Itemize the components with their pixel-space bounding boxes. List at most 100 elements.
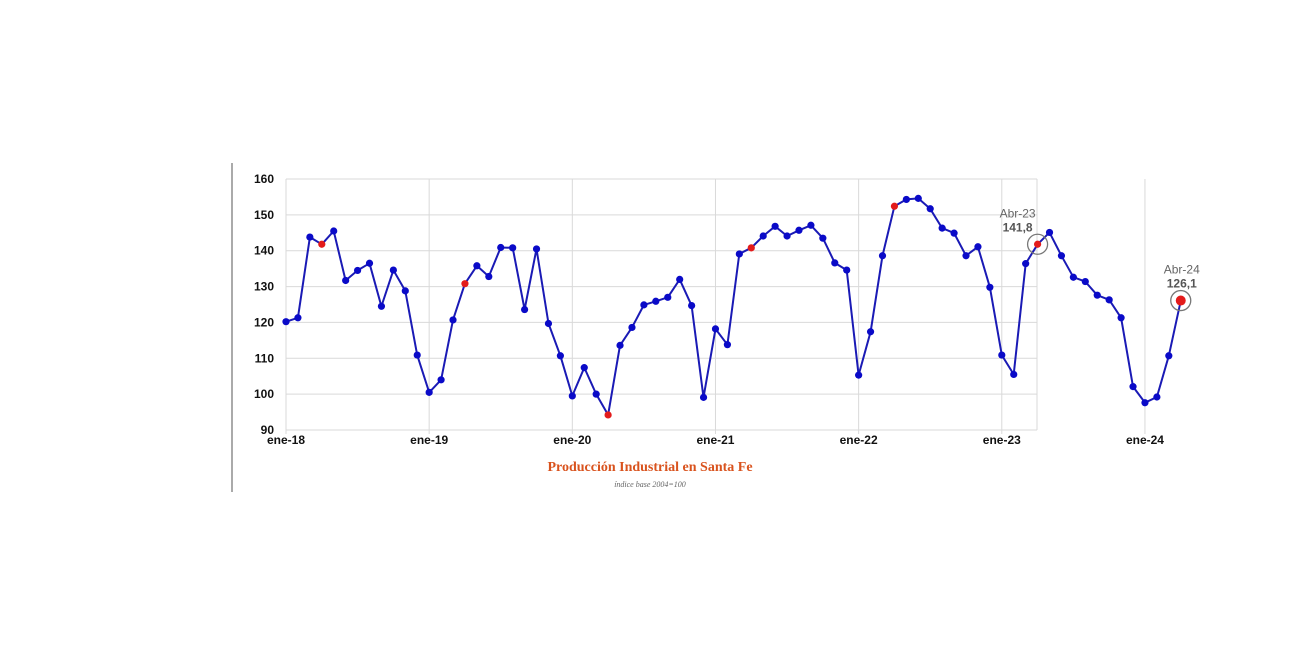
highlight-point [604,411,612,419]
data-point [365,259,374,267]
data-point [1105,296,1113,304]
data-point [938,224,946,232]
y-tick-label: 130 [254,280,274,294]
data-point [1081,277,1089,286]
data-point [592,390,600,398]
x-tick-label: ene-21 [696,433,734,447]
data-point [425,388,433,396]
y-tick-label: 160 [254,172,274,186]
data-point [544,319,553,328]
highlight-point [318,240,326,248]
data-point [532,245,541,253]
highlight-point [890,202,899,210]
data-point [831,259,839,267]
highlight-point [1175,295,1186,306]
data-point [485,272,493,281]
data-point [580,364,588,372]
data-point [974,243,982,251]
data-point [616,341,624,349]
annotation-ring [1170,289,1192,312]
x-tick-label: ene-24 [1126,433,1164,447]
data-point [330,227,338,235]
highlight-point [747,244,755,252]
x-tick-label: ene-22 [840,433,878,447]
data-point [723,341,732,349]
data-points [282,194,1186,419]
y-tick-label: 120 [254,315,274,329]
annotation-label: Abr-23 [1000,206,1036,220]
data-point [509,244,517,252]
data-point [521,305,529,314]
data-point [556,352,564,360]
chart-subtitle: índice base 2004=100 [614,480,686,489]
data-point [807,221,815,229]
y-tick-label: 90 [261,423,275,437]
grid [285,178,1146,434]
data-point [389,266,397,274]
data-point [962,252,970,260]
data-point [676,275,684,283]
data-point [735,250,743,258]
annotation-label: Abr-24 [1164,263,1200,277]
series-line-layer [285,197,1182,416]
data-point [926,205,934,213]
data-point [866,328,875,336]
data-point [986,283,994,291]
highlight-point [1033,240,1042,248]
data-point [1141,399,1149,407]
data-point [819,234,827,242]
y-tick-label: 110 [255,351,275,365]
data-point [843,266,851,274]
data-point [1093,291,1101,299]
data-point [568,392,576,400]
data-point [855,371,863,379]
data-point [353,266,362,275]
annotation-value: 126,1 [1167,277,1197,291]
data-point [1045,228,1054,237]
annotation-ring [1026,233,1049,255]
data-point [497,243,505,252]
chart-title: Producción Industrial en Santa Fe [547,460,753,475]
data-point [652,297,660,305]
x-tick-label: ene-18 [267,433,305,447]
data-point [413,351,421,359]
highlight-point [461,280,469,288]
data-point [306,233,314,241]
series-line [285,197,1182,416]
data-point [1069,273,1077,281]
data-point [1022,260,1030,268]
data-point [902,195,910,204]
data-point [699,393,708,401]
data-point [1165,352,1173,360]
data-point [401,287,409,295]
data-point [711,325,720,333]
x-tick-label: ene-19 [410,433,448,447]
data-point [771,222,779,230]
x-tick-label: ene-23 [983,433,1021,447]
annotation-value: 141,8 [1003,220,1033,234]
data-point [998,351,1006,359]
data-point [628,323,636,332]
data-point [688,301,696,310]
data-point [1010,370,1018,379]
data-point [878,252,887,260]
data-point [759,232,767,240]
y-tick-label: 140 [254,244,274,258]
data-point [914,194,922,202]
data-point [640,301,648,309]
data-point [294,314,302,322]
x-tick-label: ene-20 [553,433,591,447]
data-point [437,376,445,384]
data-point [1153,393,1161,401]
y-tick-label: 150 [254,208,274,222]
data-point [783,232,791,240]
data-point [1117,314,1125,322]
data-point [1057,252,1066,260]
data-point [473,262,481,270]
y-tick-label: 100 [254,387,274,401]
axes: 90 100 110 120 130 140 150 160 ene-18 ene-19 ene-2… [254,172,1164,447]
data-point [282,318,290,326]
